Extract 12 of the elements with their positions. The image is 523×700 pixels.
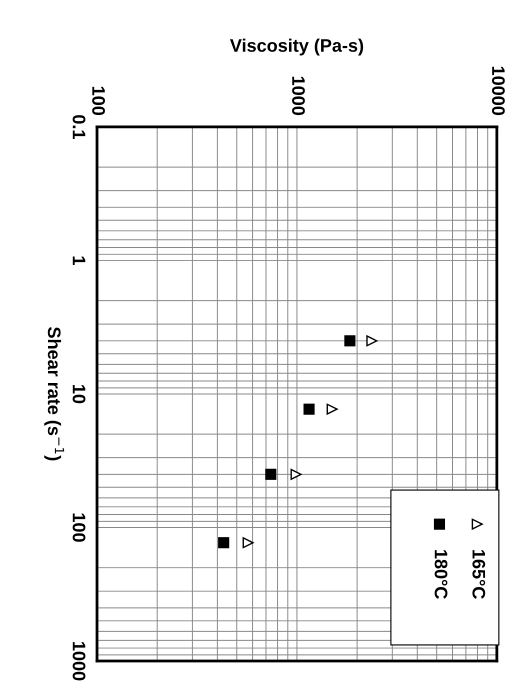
y-tick-label: 1	[72, 256, 86, 265]
x-axis-title: Viscosity (Pa-s)	[230, 38, 364, 56]
y-tick-label: 10	[72, 385, 86, 404]
legend-label: 180°C	[434, 550, 448, 599]
y-axis-title: Shear rate (s$^{−1}$)	[44, 327, 64, 460]
x-tick-label: 1000	[292, 76, 305, 116]
x-tick-label: 100	[92, 86, 105, 116]
y-tick-label: 1000	[72, 642, 86, 680]
y-tick-label: 0.1	[72, 115, 86, 139]
x-tick-label: 10000	[492, 66, 505, 116]
y-tick-label: 100	[72, 514, 86, 542]
legend-label: 165°C	[472, 550, 486, 599]
